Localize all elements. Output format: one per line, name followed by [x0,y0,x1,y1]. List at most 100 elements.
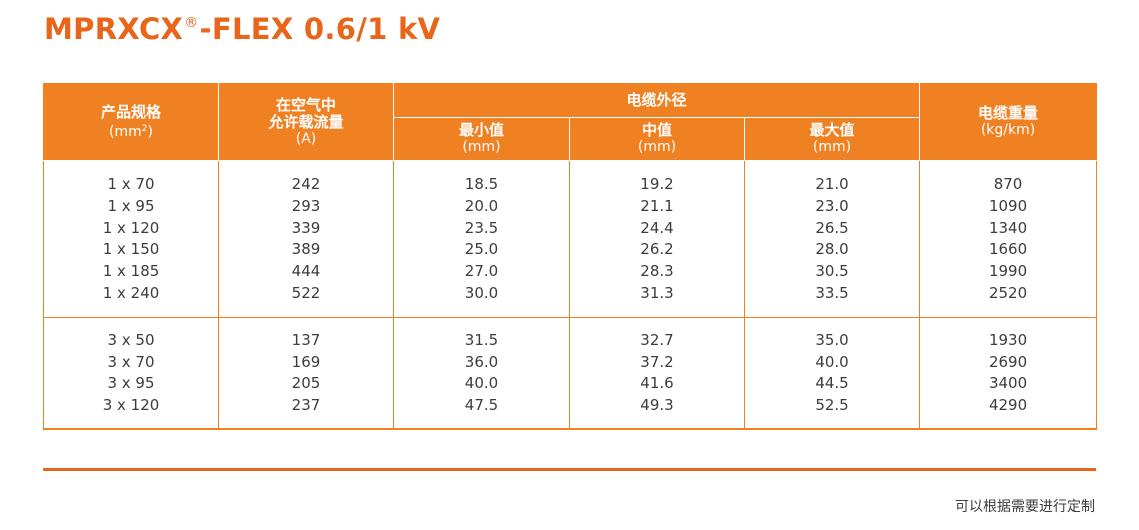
cell-mid: 31.3 [640,283,674,302]
cell-min: 31.5 [464,330,499,349]
cell-mid: 26.2 [640,240,674,259]
cell-current: 389 [291,240,321,259]
header-spec-unit: (mm2) [109,123,153,140]
col-spec: 1 x 70 1 x 95 1 x 120 1 x 150 1 x 185 1 … [43,160,219,318]
cell-mid: 49.3 [640,396,674,415]
header-min-label: 最小值 [458,121,504,139]
cell-max: 40.0 [815,352,849,371]
cell-min: 20.0 [464,196,499,215]
col-weight: 1930 2690 3400 4290 [919,317,1098,430]
cell-current: 339 [291,218,321,237]
cell-max: 33.5 [815,283,849,302]
cell-spec: 1 x 70 [107,175,155,193]
header-diameter: 电缆外径 [392,83,921,118]
col-mid: 32.7 37.2 41.6 49.3 [569,317,745,430]
cell-min: 47.5 [464,396,499,415]
header-diameter-min: 最小值 (mm) [393,117,570,161]
cell-weight: 1930 [988,330,1028,349]
cell-min: 36.0 [464,352,499,371]
cell-max: 23.0 [815,196,849,215]
col-current: 242 293 339 389 444 522 [218,160,394,318]
col-min: 31.5 36.0 40.0 47.5 [393,317,570,430]
header-max-unit: (mm) [812,139,852,155]
cell-weight: 4290 [988,396,1028,415]
title-suffix: -FLEX 0.6/1 kV [199,12,441,46]
cell-mid: 37.2 [640,352,674,371]
header-weight-label: 电缆重量 [978,104,1039,122]
cell-spec: 3 x 50 [107,330,155,349]
cell-current: 242 [291,175,321,193]
cell-min: 23.5 [464,218,499,237]
header-weight-unit: (kg/km) [980,122,1036,138]
cell-spec: 1 x 95 [107,196,155,215]
header-max-label: 最大值 [809,121,855,139]
cell-min: 18.5 [464,175,499,193]
header-current-line1: 在空气中 [275,95,336,114]
cell-mid: 41.6 [640,374,674,393]
cable-spec-table: 产品规格 (mm2) 在空气中 允许载流量 (A) 电缆外径 电缆重量 (kg/… [43,83,1098,430]
cell-max: 26.5 [815,218,849,237]
header-mid-unit: (mm) [637,139,677,155]
col-current: 137 169 205 237 [218,317,394,430]
header-min-unit: (mm) [462,139,501,155]
header-diameter-max: 最大值 (mm) [743,117,921,161]
cell-mid: 21.1 [640,196,674,215]
cell-max: 21.0 [815,175,849,193]
col-mid: 19.2 21.1 24.4 26.2 28.3 31.3 [569,160,745,318]
cell-current: 444 [291,262,321,281]
cell-max: 44.5 [815,374,849,393]
cell-min: 30.0 [464,283,499,302]
page-title: MPRXCX®-FLEX 0.6/1 kV [44,12,440,46]
cell-max: 28.0 [815,240,849,259]
cell-current: 169 [291,352,321,371]
cell-max: 30.5 [815,262,849,281]
cell-current: 293 [291,196,321,215]
cell-spec: 3 x 70 [107,352,155,371]
cell-weight: 3400 [988,374,1028,393]
cell-mid: 19.2 [640,175,674,193]
header-current-line2: 允许载流量 [268,112,344,131]
divider-rule [43,468,1096,471]
col-spec: 3 x 50 3 x 70 3 x 95 3 x 120 [43,317,219,430]
header-current-unit: (A) [295,130,317,147]
cell-mid: 28.3 [640,262,674,281]
cell-spec: 3 x 95 [107,374,155,393]
header-mid-label: 中值 [641,121,672,139]
registered-mark: ® [184,15,199,31]
cell-mid: 32.7 [640,330,674,349]
cell-spec: 1 x 185 [102,262,160,281]
cell-current: 205 [291,374,321,393]
cell-weight: 870 [993,175,1023,193]
col-max: 21.0 23.0 26.5 28.0 30.5 33.5 [743,160,921,318]
header-spec: 产品规格 (mm2) [43,83,219,161]
title-main: MPRXCX [44,12,184,46]
cell-weight: 1090 [988,196,1028,215]
cell-weight: 2690 [988,352,1028,371]
cell-spec: 1 x 150 [102,240,160,259]
col-weight: 870 1090 1340 1660 1990 2520 [919,160,1098,318]
header-current: 在空气中 允许载流量 (A) [218,83,394,161]
cell-max: 52.5 [815,396,849,415]
customization-note: 可以根据需要进行定制 [955,499,1095,515]
cell-current: 522 [291,283,321,302]
cell-spec: 1 x 240 [102,283,160,302]
header-spec-label: 产品规格 [100,102,161,121]
cell-weight: 2520 [988,283,1028,302]
col-max: 35.0 40.0 44.5 52.5 [743,317,921,430]
cell-spec: 3 x 120 [102,396,160,415]
cell-min: 27.0 [464,262,499,281]
cell-weight: 1990 [988,262,1028,281]
cell-weight: 1340 [988,218,1028,237]
table-group-three-core: 3 x 50 3 x 70 3 x 95 3 x 120 137 169 205… [43,317,1098,430]
table-group-single-core: 1 x 70 1 x 95 1 x 120 1 x 150 1 x 185 1 … [43,160,1098,318]
cell-weight: 1660 [988,240,1028,259]
cell-current: 237 [291,396,321,415]
cell-max: 35.0 [815,330,849,349]
header-diameter-mid: 中值 (mm) [569,117,745,161]
cell-current: 137 [291,330,321,349]
cell-mid: 24.4 [640,218,674,237]
cell-spec: 1 x 120 [102,218,160,237]
cell-min: 25.0 [464,240,499,259]
col-min: 18.5 20.0 23.5 25.0 27.0 30.0 [393,160,570,318]
cell-min: 40.0 [464,374,499,393]
